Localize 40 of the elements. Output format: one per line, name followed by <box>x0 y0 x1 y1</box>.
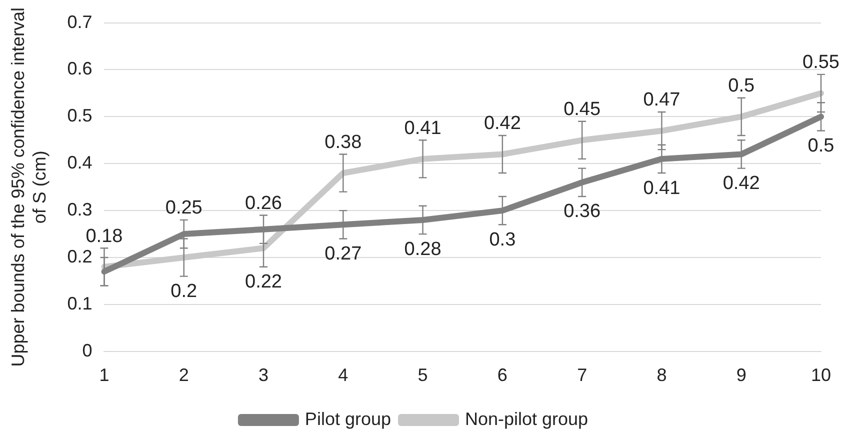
x-tick-label: 3 <box>258 365 269 386</box>
data-label: 0.22 <box>245 272 282 293</box>
x-tick-label: 10 <box>810 365 832 386</box>
x-tick-label: 6 <box>497 365 508 386</box>
data-label: 0.3 <box>489 229 516 250</box>
data-label: 0.27 <box>324 243 362 264</box>
y-axis-title: Upper bounds of the 95% confidence interval of S (cm) <box>8 7 50 367</box>
y-tick-label: 0.5 <box>67 106 92 126</box>
data-label: 0.18 <box>86 226 123 247</box>
data-label: 0.2 <box>170 281 198 302</box>
y-tick-label: 0 <box>82 340 92 360</box>
y-tick-label: 0.2 <box>67 246 92 266</box>
x-tick-label: 5 <box>418 365 428 386</box>
data-label: 0.42 <box>722 173 760 194</box>
y-tick-label: 0.4 <box>67 152 92 173</box>
x-tick-label: 4 <box>338 365 348 386</box>
data-label: 0.5 <box>808 136 834 157</box>
data-label: 0.25 <box>165 198 202 219</box>
data-label: 0.28 <box>404 238 442 260</box>
x-tick-label: 9 <box>736 365 746 386</box>
x-tick-label: 2 <box>178 365 189 386</box>
data-label: 0.5 <box>728 76 755 97</box>
data-label: 0.47 <box>643 90 680 111</box>
data-label: 0.36 <box>564 201 601 222</box>
data-label: 0.41 <box>404 118 442 139</box>
data-label: 0.41 <box>643 178 680 199</box>
x-tick-label: 1 <box>99 365 110 386</box>
legend-label: Non-pilot group <box>464 408 588 429</box>
data-label: 0.55 <box>802 52 840 74</box>
y-tick-label: 0.3 <box>67 200 92 220</box>
y-tick-label: 0.1 <box>67 293 92 314</box>
x-tick-label: 8 <box>656 365 667 386</box>
y-tick-label: 0.6 <box>67 58 92 79</box>
y-tick-label: 0.7 <box>67 12 92 32</box>
legend-label: Pilot group <box>304 408 391 429</box>
data-label: 0.45 <box>564 99 601 120</box>
x-tick-label: 7 <box>577 365 588 386</box>
data-label: 0.38 <box>324 132 362 153</box>
data-label: 0.26 <box>245 193 282 214</box>
data-label: 0.42 <box>484 113 521 134</box>
